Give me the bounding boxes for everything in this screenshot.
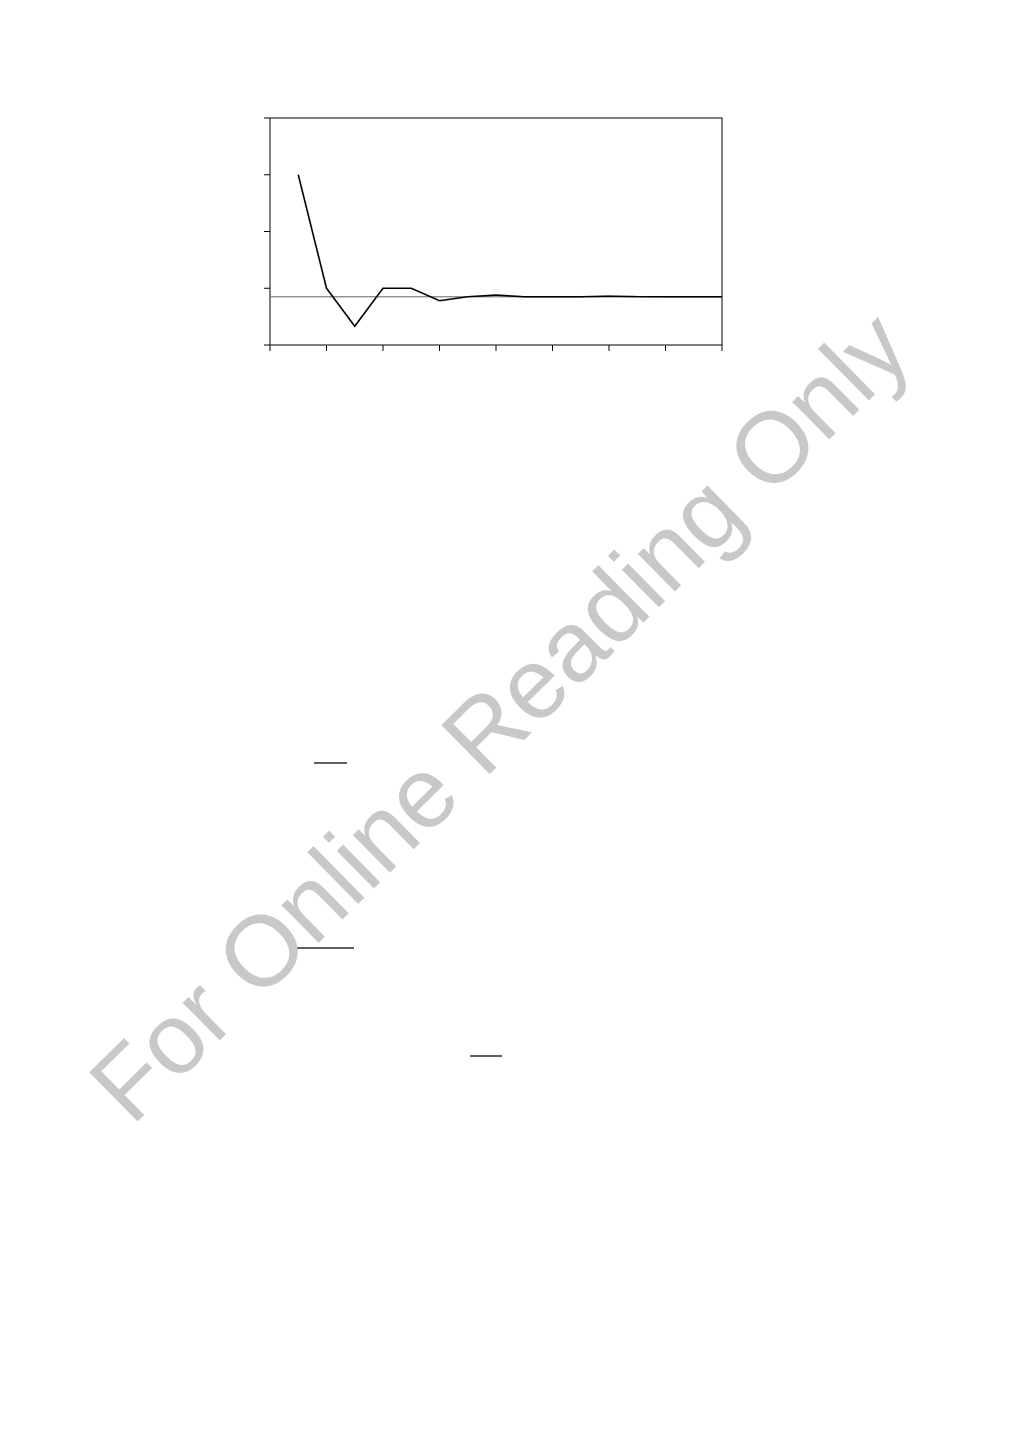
watermark: For Online Reading Only <box>69 290 931 1142</box>
data-line <box>297 174 722 328</box>
plot-frame <box>269 117 723 346</box>
